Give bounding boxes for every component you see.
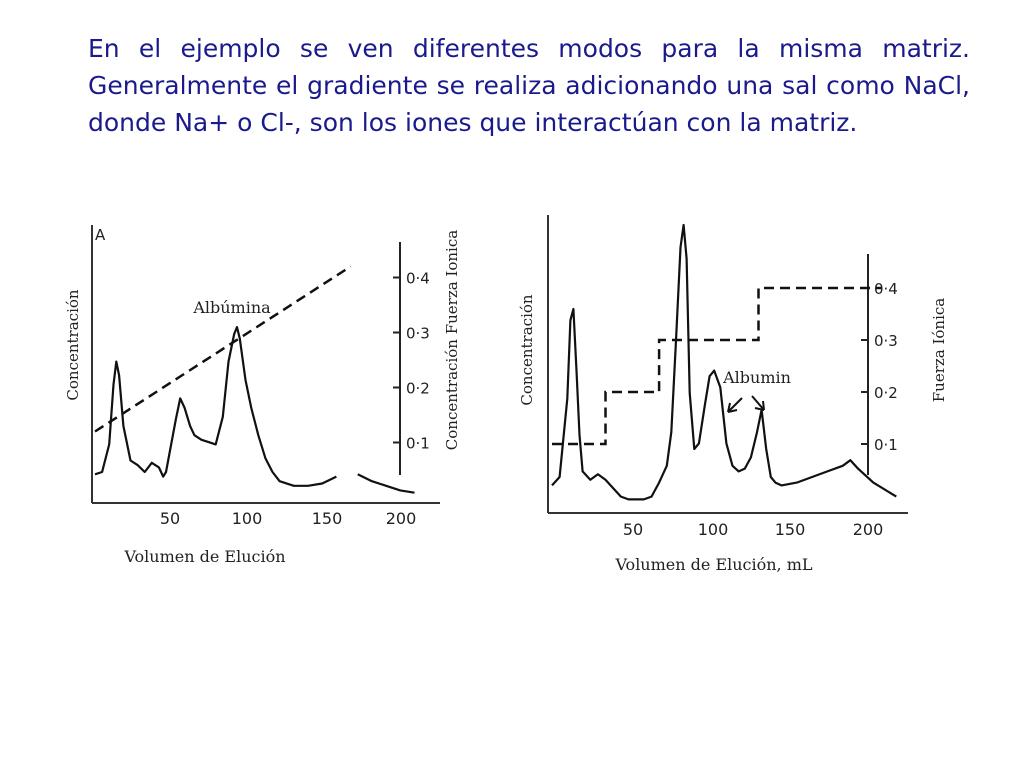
y2-tick-label: 0·1 [406,435,430,453]
y2-tick-label: 0·3 [406,325,430,343]
x-tick-label: 150 [312,509,343,528]
y-axis-label: Concentración [64,289,82,400]
elution-series-line [94,326,337,487]
elution-series-line [551,223,897,501]
x-tick-label: 200 [853,520,884,539]
y2-tick-label: 0·2 [874,384,898,402]
x-tick-label: 100 [698,520,729,539]
panel-label: A [95,226,106,244]
x-axis-label: Volumen de Elución, mL [614,555,812,574]
gradient-series-line [552,286,881,446]
x-tick-label: 150 [775,520,806,539]
y-axis-label: Concentración [518,294,536,405]
slide-paragraph: En el ejemplo se ven diferentes modos pa… [88,34,970,137]
elution-series-line [357,473,415,494]
annotation-label: Albúmina [192,298,271,317]
albumin-arrow-right [751,395,765,411]
albumin-arrow-left [727,397,743,413]
annotation-label: Albumin [722,368,791,387]
albumin-arrowhead-right [754,400,765,411]
x-tick-label: 50 [623,520,643,539]
x-axis-label: Volumen de Elución [123,547,285,566]
x-tick-label: 50 [160,509,180,528]
y2-axis-label: Fuerza Iónica [930,298,948,403]
y2-tick-label: 0·2 [406,380,430,398]
y2-tick-label: 0·4 [406,270,430,288]
y2-tick-label: 0·4 [874,280,898,298]
gradient-series-line [94,265,352,433]
x-tick-label: 100 [232,509,263,528]
x-tick-label: 200 [386,509,417,528]
chart-a: 50 100 150 200 0·1 0·2 0·3 0·4 Volumen de Elució… [64,225,461,566]
albumin-arrowhead-left [727,402,738,413]
y2-tick-label: 0·3 [874,332,898,350]
y2-axis-label: Concentración Fuerza Ionica [443,230,461,450]
y2-tick-label: 0·1 [874,436,898,454]
chart-b: 50 100 150 200 0·1 0·2 0·3 0·4 Volumen de Elució… [518,215,948,574]
